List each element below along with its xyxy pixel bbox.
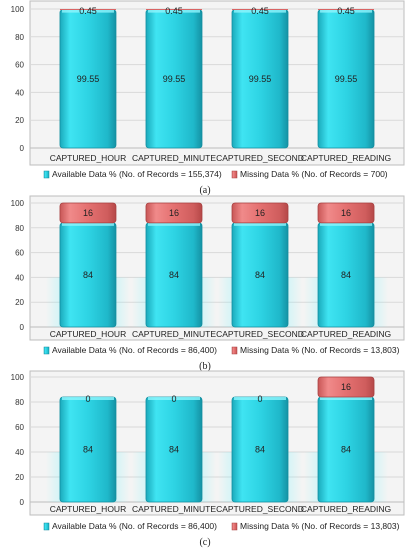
y-tick-label: 100 [11,373,25,382]
bar-available-highlight [320,9,373,13]
x-category-label: CAPTURED_READING [301,329,391,339]
panel-label: (c) [199,537,210,548]
bar-available-highlight [234,9,287,13]
bar-missing [145,9,202,10]
legend-label-missing: Missing Data % (No. of Records = 13,803) [240,521,400,531]
legend-label-available: Available Data % (No. of Records = 86,40… [52,521,217,531]
bar-available-highlight [147,397,200,400]
data-label-missing: 16 [255,208,265,218]
bar-available-highlight [234,397,287,400]
bar-available-highlight [61,9,114,13]
y-tick-label: 0 [20,144,25,153]
legend-label-available: Available Data % (No. of Records = 86,40… [52,345,217,355]
chart-panel-1: 0 20 40 60 80 100 99.55 0.45 CAPTURED_HOUR 99.55 0… [11,0,405,196]
y-tick-label: 40 [15,273,24,282]
data-label-missing: 0.45 [337,6,355,16]
y-tick-label: 60 [15,423,24,432]
y-tick-label: 80 [15,398,24,407]
bar-missing [232,9,289,10]
data-label-available: 84 [169,270,179,280]
bar-missing [317,376,375,398]
y-tick-label: 100 [11,5,25,14]
legend-label-missing: Missing Data % (No. of Records = 700) [240,169,388,179]
x-category-label: CAPTURED_HOUR [50,504,127,514]
x-category-label: CAPTURED_SECOND [216,329,304,339]
bar-missing [59,9,116,10]
x-category-label: CAPTURED_HOUR [50,153,127,163]
bar-available-highlight [320,397,373,400]
data-label-available: 84 [83,445,93,455]
chart-panel-2: 0 20 40 60 80 100 84 16 CAPTURED_HOUR 84 16 CAPTURE… [11,195,405,372]
data-label-missing: 0 [171,394,176,404]
data-label-available: 99.55 [335,74,358,84]
bar-available-highlight [147,222,200,226]
x-category-label: CAPTURED_READING [301,153,391,163]
data-label-available: 84 [341,445,351,455]
x-category-label: CAPTURED_MINUTE [132,504,216,514]
legend-label-available: Available Data % (No. of Records = 155,3… [52,169,222,179]
y-tick-label: 60 [15,249,24,258]
bar-available-highlight [234,222,287,226]
y-tick-label: 60 [15,61,24,70]
data-label-missing: 0 [85,394,90,404]
data-label-available: 99.55 [249,74,272,84]
data-label-available: 99.55 [163,74,186,84]
data-label-available: 84 [255,445,265,455]
data-label-available: 84 [169,445,179,455]
panel-label: (b) [199,361,211,372]
data-label-missing: 0 [258,394,263,404]
x-category-label: CAPTURED_SECOND [216,153,304,163]
chart-panel-3: 0 20 40 60 80 100 84 0 CAPTURED_HOUR 84 0 CAPTURED_… [11,370,405,548]
data-label-missing: 0.45 [251,6,269,16]
legend-swatch-available [43,522,50,531]
panel-label: (a) [199,185,210,196]
x-category-label: CAPTURED_SECOND [216,504,304,514]
bar-missing [231,202,289,224]
legend-swatch-missing [231,522,238,531]
y-tick-label: 40 [15,88,24,97]
data-label-available: 84 [341,270,351,280]
data-label-missing: 16 [83,208,93,218]
legend-label-missing: Missing Data % (No. of Records = 13,803) [240,345,400,355]
x-category-label: CAPTURED_MINUTE [132,329,216,339]
data-label-missing: 0.45 [79,6,97,16]
y-tick-label: 20 [15,473,24,482]
bar-missing [145,202,203,224]
bar-missing [317,202,375,224]
data-label-missing: 16 [341,208,351,218]
y-tick-label: 80 [15,224,24,233]
y-tick-label: 40 [15,448,24,457]
legend-swatch-available [43,346,50,355]
data-label-missing: 0.45 [165,6,183,16]
y-tick-label: 0 [20,498,25,507]
data-label-available: 99.55 [77,74,100,84]
bar-available-highlight [61,397,114,400]
y-tick-label: 0 [20,323,25,332]
legend-swatch-missing [231,346,238,355]
data-label-available: 84 [255,270,265,280]
bar-available-highlight [61,222,114,226]
data-label-missing: 16 [341,382,351,392]
bar-missing [59,202,117,224]
x-category-label: CAPTURED_READING [301,504,391,514]
bar-missing [318,9,375,10]
x-category-label: CAPTURED_HOUR [50,329,127,339]
bar-available-highlight [147,9,200,13]
data-label-available: 84 [83,270,93,280]
y-tick-label: 100 [11,199,25,208]
legend-swatch-available [43,170,50,179]
x-category-label: CAPTURED_MINUTE [132,153,216,163]
y-tick-label: 20 [15,298,24,307]
data-label-missing: 16 [169,208,179,218]
y-tick-label: 80 [15,33,24,42]
legend-swatch-missing [231,170,238,179]
y-tick-label: 20 [15,116,24,125]
bar-available-highlight [320,222,373,226]
